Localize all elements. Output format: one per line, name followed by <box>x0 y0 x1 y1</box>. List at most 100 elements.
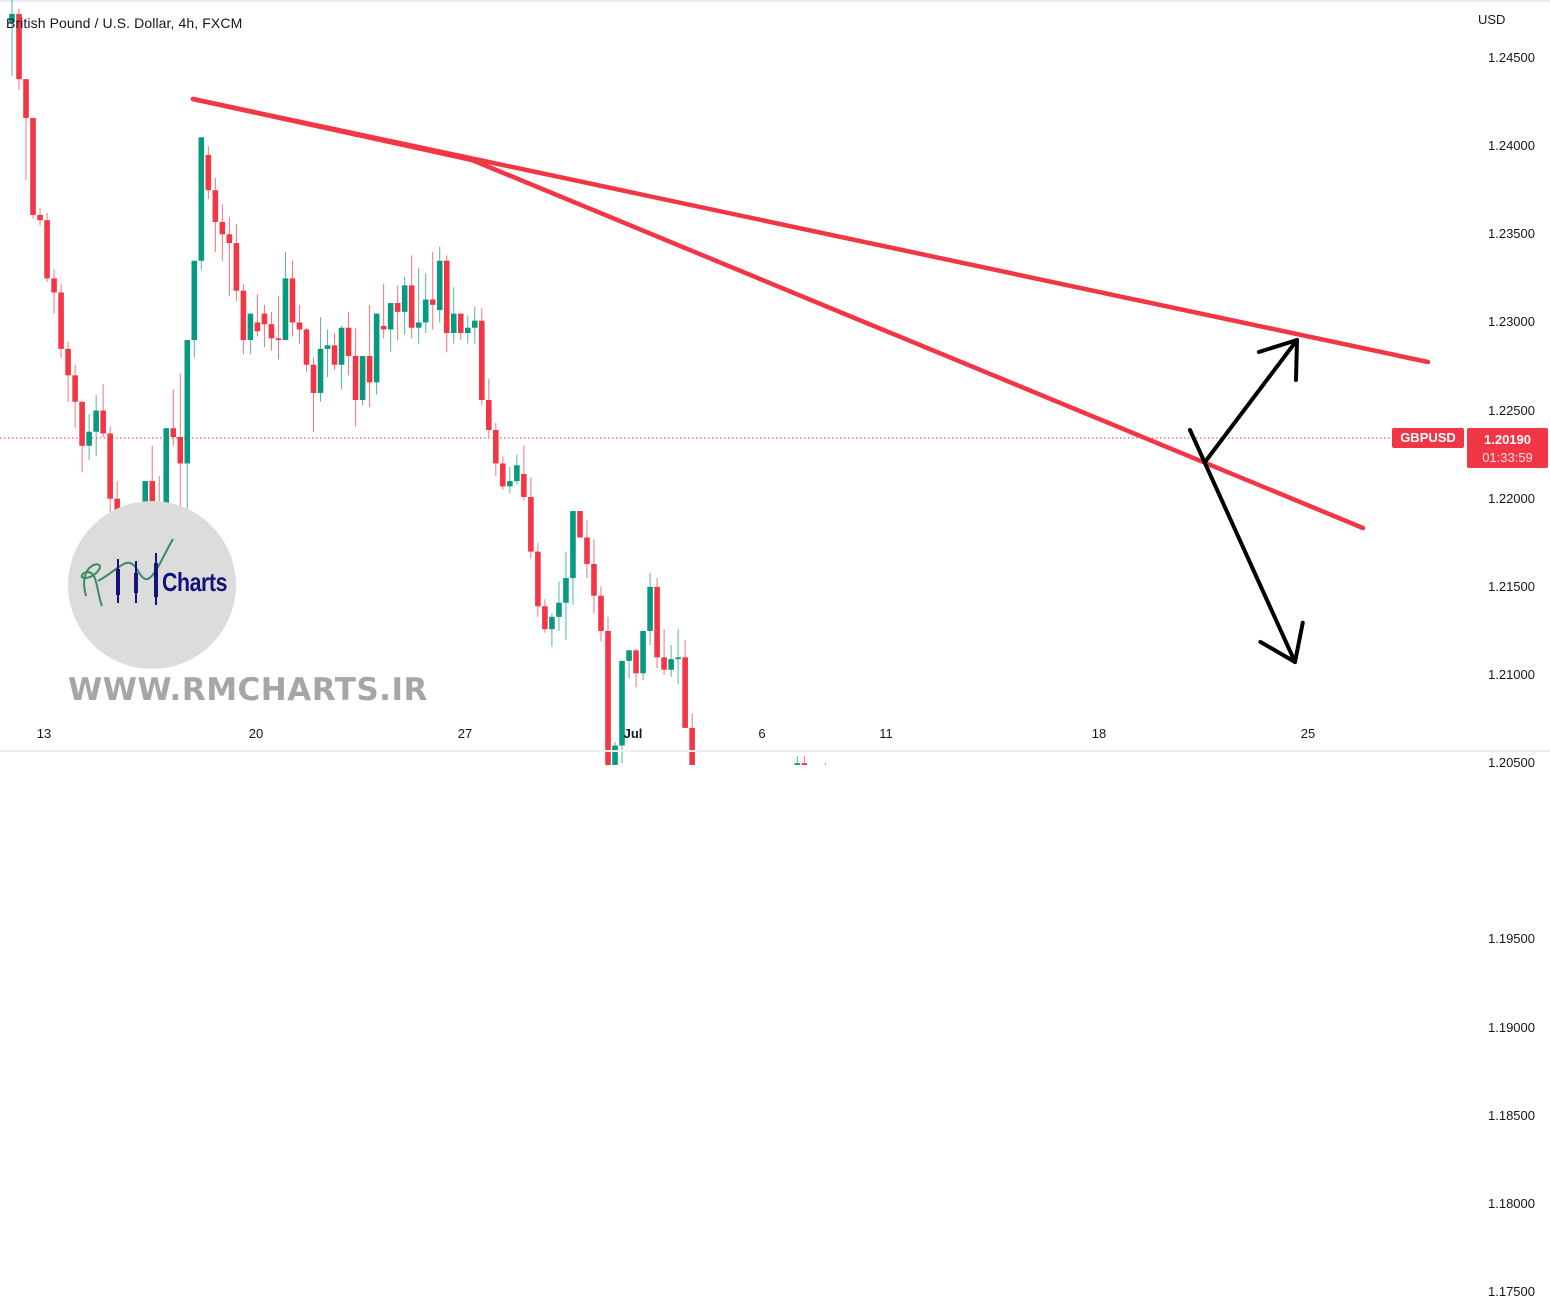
candle <box>668 645 674 677</box>
price-tick: 1.18500 <box>1488 1107 1535 1123</box>
trendlines-layer[interactable] <box>190 96 1431 531</box>
candle <box>23 79 29 180</box>
candle <box>689 713 695 765</box>
candle <box>612 742 618 765</box>
candle <box>577 511 583 538</box>
candle <box>184 340 191 534</box>
price-tick: 1.19500 <box>1488 931 1535 947</box>
symbol-badge: GBPUSD <box>1392 428 1464 448</box>
last-price-value: 1.20190 <box>1484 432 1531 447</box>
candle <box>570 511 576 605</box>
price-axis-currency[interactable]: USD <box>1478 12 1506 27</box>
candle <box>429 251 436 330</box>
candle <box>345 311 352 376</box>
candle <box>310 357 317 432</box>
candle <box>65 341 71 402</box>
candle <box>682 639 688 728</box>
candle <box>268 311 275 351</box>
candle <box>514 454 520 485</box>
time-tick: Jul <box>623 726 643 741</box>
candle <box>289 260 296 337</box>
candle <box>443 255 450 353</box>
trendline[interactable] <box>190 96 475 163</box>
chart-title: British Pound / U.S. Dollar, 4h, FXCM <box>6 15 243 31</box>
candle <box>254 294 261 337</box>
price-tick: 1.22000 <box>1488 490 1535 506</box>
candle <box>563 551 569 640</box>
candle <box>86 414 92 460</box>
price-tick: 1.19000 <box>1488 1019 1535 1035</box>
candle <box>282 251 289 341</box>
time-tick: 20 <box>248 726 264 741</box>
candle <box>324 329 331 378</box>
price-tick: 1.22500 <box>1488 402 1535 418</box>
candle <box>296 304 303 344</box>
candle <box>226 216 233 296</box>
candle <box>170 389 177 446</box>
arrow-up-icon[interactable] <box>1203 338 1299 464</box>
candle <box>177 373 184 517</box>
candle <box>471 306 478 344</box>
candle <box>198 137 205 270</box>
price-tick: 1.18000 <box>1488 1195 1535 1211</box>
candle <box>79 401 85 473</box>
price-tick: 1.21500 <box>1488 578 1535 594</box>
candle <box>500 456 506 490</box>
candle <box>549 613 555 647</box>
candle <box>44 213 50 282</box>
top-border <box>0 0 1550 2</box>
candle <box>542 599 548 633</box>
candle <box>247 313 254 355</box>
arrows-layer[interactable] <box>1188 338 1305 664</box>
price-tick: 1.24000 <box>1488 138 1535 154</box>
price-tick: 1.21000 <box>1488 667 1535 682</box>
candle <box>240 283 247 355</box>
candle <box>58 283 64 358</box>
time-tick: 27 <box>457 726 473 741</box>
candle <box>436 246 443 323</box>
candle <box>584 519 590 579</box>
candle <box>9 0 15 76</box>
watermark-logo-text: Charts <box>162 567 228 597</box>
candle <box>633 648 639 688</box>
time-tick: 25 <box>1300 726 1316 741</box>
candle <box>521 445 527 501</box>
candle <box>37 207 43 226</box>
candle <box>331 333 338 371</box>
candle <box>401 276 408 335</box>
price-tick: 1.24500 <box>1488 50 1535 65</box>
candle <box>415 267 422 344</box>
candle <box>51 269 57 314</box>
candle <box>464 315 471 344</box>
price-tick: 1.17500 <box>1488 1284 1535 1299</box>
watermark-logo <box>68 501 236 669</box>
arrow-down-icon[interactable] <box>1188 428 1305 664</box>
time-tick: 11 <box>879 726 893 741</box>
watermark-url: WWW.RMCHARTS.IR <box>68 672 428 708</box>
candle <box>661 629 667 676</box>
rm-logo-icon <box>80 538 174 607</box>
candle <box>72 364 78 429</box>
last-price-badge: 1.20190 01:33:59 <box>1467 428 1548 468</box>
candle <box>16 8 22 90</box>
candle <box>591 539 597 614</box>
candle <box>380 283 387 339</box>
candle <box>205 146 212 200</box>
price-tick: 1.20500 <box>1488 755 1535 771</box>
time-tick: 13 <box>36 726 52 741</box>
candle <box>373 313 380 395</box>
candle <box>317 317 324 402</box>
candle <box>457 313 464 341</box>
candle <box>93 394 99 457</box>
candle <box>493 422 499 476</box>
candle <box>408 255 415 339</box>
trendline[interactable] <box>469 157 1366 531</box>
bottom-border <box>0 750 1550 752</box>
candle <box>486 378 492 438</box>
candle <box>654 578 660 668</box>
candle <box>359 355 366 406</box>
candle <box>275 295 282 360</box>
price-tick: 1.23000 <box>1488 314 1535 330</box>
candle <box>528 477 534 559</box>
candle <box>640 630 646 681</box>
